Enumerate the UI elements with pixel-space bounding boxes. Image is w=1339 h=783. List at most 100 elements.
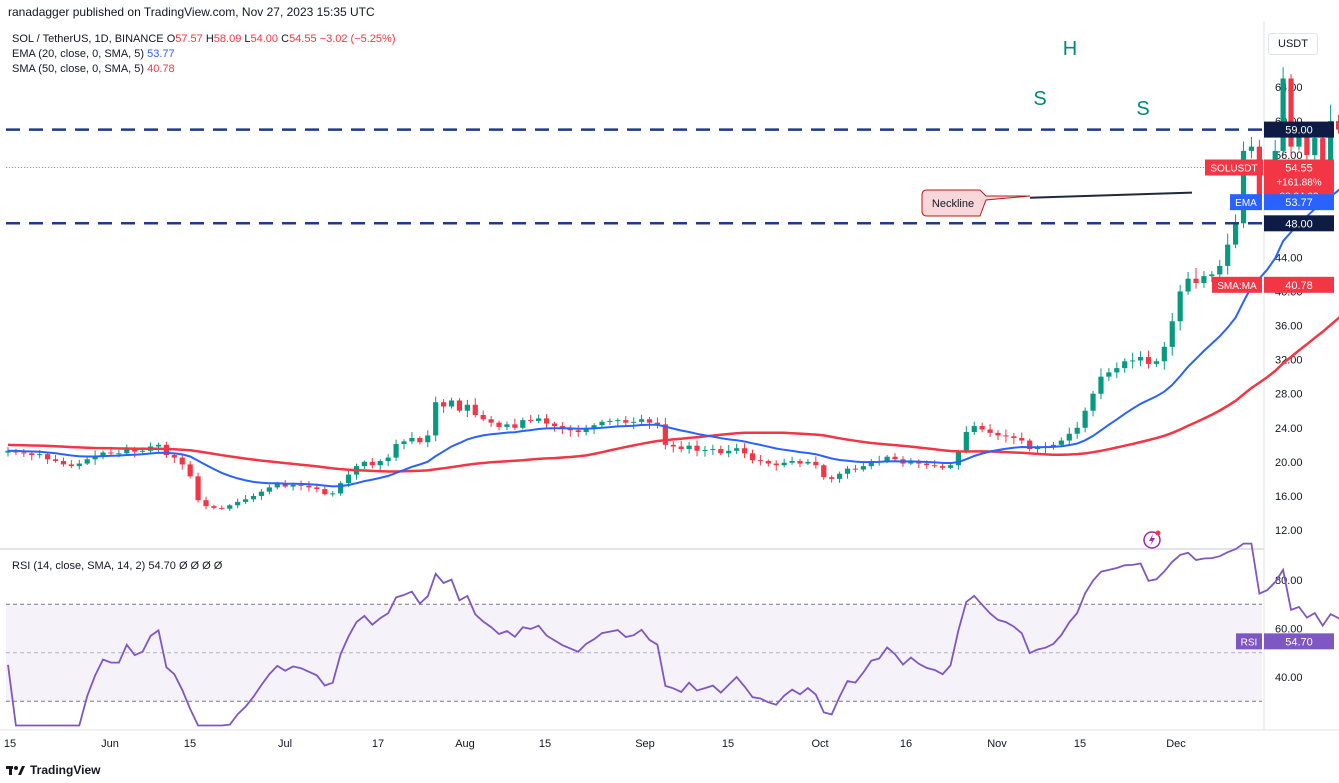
candle-body: [932, 465, 938, 467]
candle-body: [306, 485, 312, 488]
candle-body: [543, 418, 550, 424]
ohlc-open-label: O: [166, 33, 176, 45]
candle-body: [195, 476, 201, 501]
neckline-label: Neckline: [932, 198, 974, 210]
candle-body: [852, 468, 859, 470]
price-tick-label: 32.00: [1275, 355, 1303, 367]
level-tag-label: 48.00: [1285, 218, 1313, 230]
candle-body: [670, 444, 676, 447]
candle-body: [884, 456, 890, 461]
candle-body: [52, 459, 59, 461]
candle-body: [615, 420, 621, 422]
candle-body: [290, 484, 296, 487]
left-shoulder-label: S: [1033, 88, 1046, 110]
candle-body: [84, 459, 90, 464]
candle-body: [1011, 436, 1017, 438]
ema-name-tag: [1230, 194, 1262, 211]
candle-body: [29, 453, 35, 456]
candle-body: [1145, 357, 1152, 364]
time-tick-label: Aug: [455, 738, 475, 750]
time-tick-label: 16: [900, 738, 912, 750]
time-tick-label: 17: [372, 738, 384, 750]
price-tick-label: 16.00: [1275, 491, 1303, 503]
sma-legend-value: 40.78: [147, 63, 175, 75]
currency-button[interactable]: USDT: [1268, 33, 1318, 55]
candle-body: [187, 464, 193, 477]
neckline-callout: [921, 189, 1031, 217]
candle-body: [1248, 146, 1255, 151]
candle-body: [551, 423, 558, 427]
sma-legend[interactable]: SMA (50, close, 0, SMA, 5) 40.78: [12, 63, 175, 75]
candle-body: [409, 437, 415, 442]
candle-body: [892, 456, 898, 460]
ohlc-open: 57.57: [175, 33, 203, 45]
candle-body: [1153, 361, 1159, 364]
candle-body: [108, 452, 114, 454]
candle-body: [607, 420, 613, 422]
candle-body: [813, 461, 819, 466]
candle-body: [757, 460, 763, 462]
time-tick-label: Nov: [987, 738, 1007, 750]
candle-body: [963, 432, 969, 452]
candle-body: [654, 422, 661, 425]
candle-body: [219, 507, 225, 509]
tradingview-footer[interactable]: TradingView: [6, 763, 100, 777]
candle-body: [702, 449, 708, 451]
sma-value-tag: [1264, 276, 1334, 293]
candle-body: [480, 414, 486, 420]
price-tick-label: 20.00: [1275, 457, 1303, 469]
candle-body: [243, 499, 249, 502]
ohlc-high: 58.09: [213, 33, 242, 45]
candle-body: [179, 457, 185, 465]
candle-body: [995, 432, 1001, 436]
rsi-legend-label: RSI (14, close, SMA, 14, 2): [12, 560, 146, 572]
candle-body: [1177, 291, 1183, 322]
rsi-legend[interactable]: RSI (14, close, SMA, 14, 2) 54.70 Ø Ø Ø …: [12, 560, 222, 572]
ema-legend-value: 53.77: [147, 48, 175, 60]
lightning-bolt-icon: [1149, 534, 1155, 546]
candle-body: [1209, 274, 1215, 277]
candle-body: [781, 462, 787, 466]
candle-body: [805, 461, 811, 464]
rsi-tick-label: 60.00: [1275, 624, 1303, 636]
candle-body: [987, 429, 993, 433]
candle-body: [789, 460, 795, 463]
candle-body: [1074, 427, 1080, 434]
candle-body: [488, 419, 494, 423]
rsi-value-tag: [1264, 633, 1334, 650]
candle-body: [694, 445, 700, 451]
head-label: H: [1063, 38, 1077, 60]
candle-body: [1185, 278, 1191, 292]
candle-body: [171, 455, 177, 458]
candle-body: [749, 453, 756, 461]
candle-body: [282, 483, 288, 487]
candle-body: [235, 501, 241, 506]
candle-body: [686, 445, 692, 450]
candle-body: [496, 422, 502, 427]
candle-body: [947, 465, 954, 468]
candle-body: [417, 437, 423, 443]
candle-body: [1193, 278, 1199, 283]
candle-body: [623, 420, 629, 423]
candle-body: [45, 454, 51, 460]
ema-legend[interactable]: EMA (20, close, 0, SMA, 5) 53.77: [12, 48, 175, 60]
candle-body: [425, 435, 431, 443]
candle-body: [338, 483, 344, 494]
ohlc-close: 54.55: [289, 33, 317, 45]
candle-body: [1161, 346, 1167, 362]
sma-value-label: 40.78: [1285, 280, 1313, 292]
symbol-name-tag-label: SOLUSDT: [1210, 164, 1257, 175]
candle-body: [1114, 368, 1120, 373]
candle-body: [132, 449, 138, 452]
candle-body: [1019, 437, 1025, 441]
candle-body: [464, 404, 470, 411]
sma-name-tag-label: SMA:MA: [1217, 281, 1257, 292]
time-tick-label: 15: [722, 738, 734, 750]
rsi-value-label: 54.70: [1285, 636, 1313, 648]
candle-body: [1130, 360, 1136, 362]
candle-body: [1217, 265, 1223, 275]
candle-body: [274, 483, 280, 488]
candle-body: [1106, 372, 1112, 377]
symbol-name-tag: [1205, 159, 1263, 176]
price-tick-label: 28.00: [1275, 389, 1303, 401]
